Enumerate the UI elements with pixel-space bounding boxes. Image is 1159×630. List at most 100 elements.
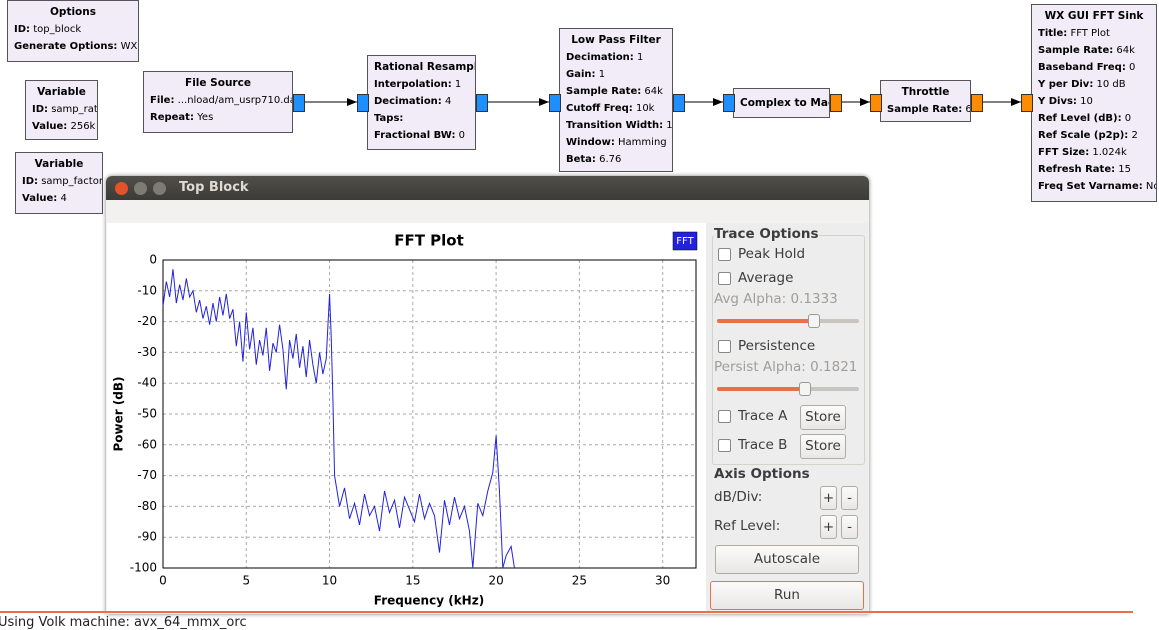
param-value: Yes — [197, 112, 214, 123]
store-button[interactable]: Store — [800, 434, 846, 459]
param-value: 10k — [635, 103, 655, 114]
autoscale-button[interactable]: Autoscale — [715, 545, 859, 574]
plus-button[interactable]: + — [820, 515, 837, 539]
param-key: Taps: — [374, 113, 404, 124]
x-tick-label: 20 — [488, 574, 503, 588]
param-key: Value: — [32, 121, 68, 132]
param-key: Refresh Rate: — [1038, 164, 1116, 175]
block-title: Rational Resampler — [374, 61, 475, 73]
block-param: Sample Rate: 64k — [1038, 42, 1150, 59]
param-key: Ref Scale (p2p): — [1038, 130, 1129, 141]
param-key: Generate Options: — [14, 41, 118, 52]
param-key: Sample Rate: — [566, 86, 642, 97]
block: Rational ResamplerInterpolation: 1Decima… — [367, 55, 476, 150]
block-param: ID: samp_factor — [22, 173, 102, 190]
param-key: Window: — [566, 137, 615, 148]
block-param: Window: Hamming — [566, 134, 667, 151]
block-param: Ref Scale (p2p): 2 — [1038, 127, 1150, 144]
block-param: Ref Level (dB): 0 — [1038, 110, 1150, 127]
window: Top Block FFT Plot Frequency (kHz) Power… — [106, 176, 869, 614]
block-param: Repeat: Yes — [150, 109, 286, 126]
port — [723, 94, 735, 112]
param-key: ID: — [32, 104, 49, 115]
plus-button[interactable]: + — [820, 486, 837, 510]
param-key: Transition Width: — [566, 120, 664, 131]
close-button[interactable] — [115, 182, 128, 195]
block-param: Decimation: 1 — [566, 49, 666, 66]
x-tick-label: 25 — [572, 574, 587, 588]
store-button[interactable]: Store — [800, 405, 846, 430]
checkbox-label: Trace A — [738, 408, 788, 424]
param-key: Sample Rate: — [1038, 45, 1114, 56]
param-key: Baseband Freq: — [1038, 62, 1126, 73]
y-tick-label: 0 — [149, 253, 157, 267]
param-value: 256k — [70, 121, 96, 132]
slider-knob[interactable] — [799, 382, 811, 396]
group-title: Axis Options — [714, 466, 810, 482]
param-value: Hamming — [618, 137, 667, 148]
y-tick-label: -80 — [137, 499, 157, 513]
block-param: File: ...nload/am_usrp710.dat — [150, 92, 292, 109]
param-value: FFT Plot — [1070, 28, 1110, 39]
param-key: Cutoff Freq: — [566, 103, 633, 114]
block-title: Low Pass Filter — [571, 34, 661, 46]
param-key: Gain: — [566, 69, 596, 80]
param-value: 0 — [1124, 113, 1132, 124]
port — [549, 94, 561, 112]
slider-label: Avg Alpha: 0.1333 — [714, 291, 838, 307]
param-value: 0 — [1129, 62, 1136, 73]
minus-button[interactable]: - — [841, 486, 858, 510]
run-button[interactable]: Run — [710, 581, 864, 610]
block-title: Variable — [34, 158, 84, 170]
block-param: Baseband Freq: 0 — [1038, 59, 1150, 76]
block: Low Pass Filter Decimation: 1 Gain: 1 Sampl… — [559, 28, 673, 172]
block: File Source File: ...nload/am_usrp710.dat… — [143, 71, 293, 133]
block-param: FFT Size: 1.024k — [1038, 144, 1150, 161]
checkbox[interactable] — [718, 248, 731, 261]
x-tick-label: 0 — [159, 574, 167, 588]
param-key: FFT Size: — [1038, 147, 1090, 158]
block: Variable ID: samp_factor Value: 4 — [15, 152, 103, 214]
group-title: Trace Options — [714, 226, 819, 242]
param-value: None — [1145, 181, 1156, 192]
param-value: 64k — [1116, 45, 1135, 56]
port — [673, 94, 685, 112]
slider[interactable] — [717, 387, 859, 391]
minus-button[interactable]: - — [841, 515, 858, 539]
y-axis-label: Power (dB) — [112, 376, 126, 451]
x-tick-label: 5 — [242, 574, 250, 588]
checkbox-label: Average — [738, 270, 794, 286]
maximize-button[interactable] — [153, 182, 166, 195]
block-param: Beta: 6.76 — [566, 151, 666, 168]
block-param: Sample Rate: 64k — [887, 101, 970, 118]
block-param: Interpolation: 1 — [374, 76, 469, 93]
checkbox[interactable] — [718, 272, 731, 285]
y-tick-label: -50 — [137, 407, 157, 421]
block-param: Fractional BW: 0 — [374, 127, 469, 144]
param-value: 15 — [1118, 164, 1132, 175]
param-value: samp_factor — [41, 176, 103, 187]
port — [830, 94, 842, 112]
block-param: Freq Set Varname: None — [1038, 178, 1156, 195]
checkbox[interactable] — [718, 439, 731, 452]
label: Ref Level: — [714, 518, 781, 534]
param-value: samp_rate — [51, 104, 98, 115]
minimize-button[interactable] — [134, 182, 147, 195]
slider-knob[interactable] — [808, 314, 820, 328]
status-text: Using Volk machine: avx_64_mmx_orc — [0, 615, 247, 630]
param-value: 4 — [445, 96, 452, 107]
port — [971, 94, 983, 112]
param-key: Y Divs: — [1038, 96, 1077, 107]
checkbox[interactable] — [718, 340, 731, 353]
param-value: 6.76 — [599, 154, 622, 165]
title-bar: Top Block — [106, 176, 869, 200]
param-value: 1 — [454, 79, 462, 90]
block-title: Complex to Mag — [740, 97, 830, 109]
param-value: 10 — [1080, 96, 1093, 107]
separator — [0, 611, 1133, 613]
checkbox[interactable] — [718, 410, 731, 423]
slider[interactable] — [717, 319, 859, 323]
block-param: Refresh Rate: 15 — [1038, 161, 1150, 178]
